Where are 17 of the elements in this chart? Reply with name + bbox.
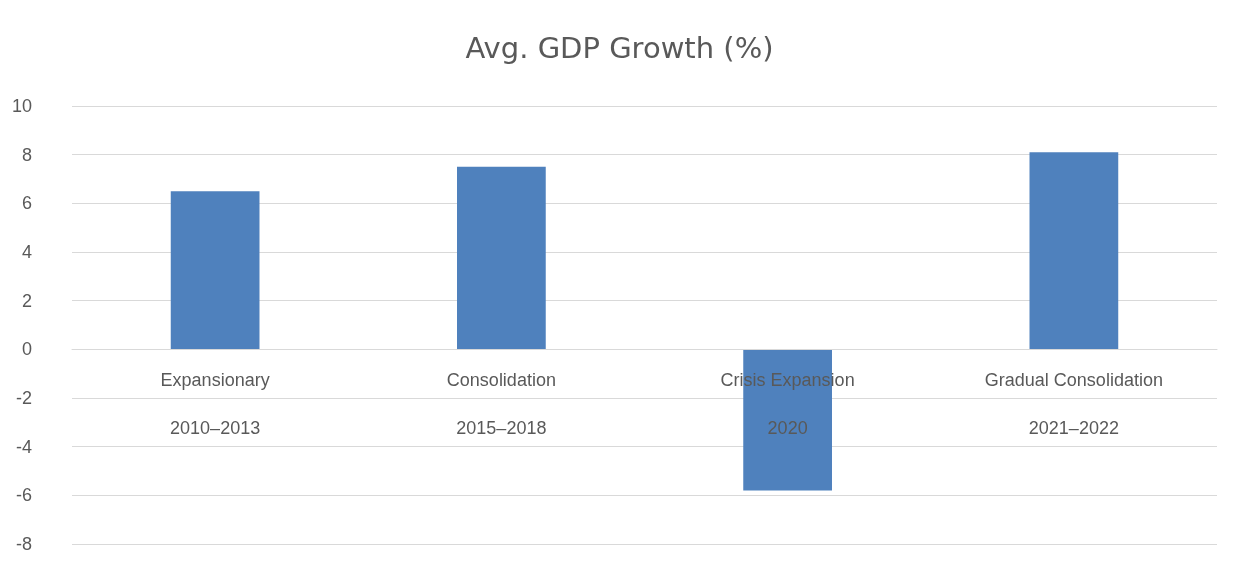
y-tick-label: -8 — [15, 534, 32, 554]
chart-title: Avg. GDP Growth (%) — [465, 30, 774, 65]
y-tick-label: 0 — [21, 339, 32, 360]
y-tick-label: 2 — [21, 290, 32, 311]
category-label: Expansionary 2010–2013 — [160, 370, 270, 438]
bar — [457, 166, 546, 350]
y-tick-label: 4 — [21, 242, 32, 262]
y-tick-label: -2 — [15, 388, 32, 408]
y-tick-label: -4 — [15, 436, 32, 457]
y-tick-label: 10 — [11, 96, 32, 116]
category-label: Consolidation 2015–2018 — [446, 370, 556, 438]
y-tick-label: -6 — [15, 485, 32, 506]
y-tick-label: 8 — [21, 144, 32, 165]
category-label: Gradual Consolidation 2021–2022 — [984, 370, 1163, 438]
bar — [1029, 152, 1119, 350]
bar — [170, 191, 260, 350]
y-tick-label: 6 — [21, 193, 32, 214]
